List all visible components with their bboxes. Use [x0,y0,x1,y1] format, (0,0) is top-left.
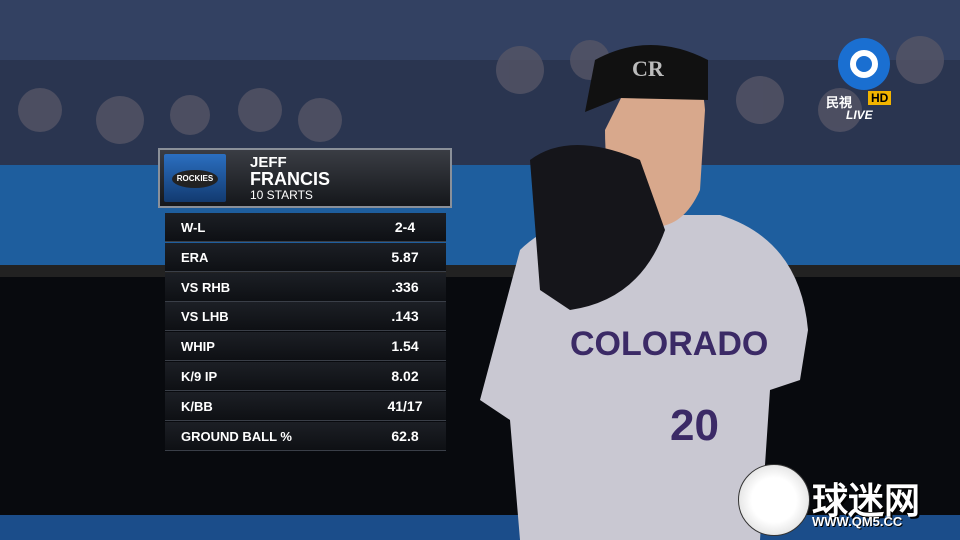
broadcaster-name: 民視 [826,95,853,110]
stat-row: K/BB 41/17 [165,391,446,421]
last-name: FRANCIS [250,169,330,189]
hd-badge: HD [868,91,892,105]
header-panel: ROCKIES JEFF FRANCIS 10 STARTS [158,148,452,208]
stat-value: 8.02 [391,368,419,384]
stat-row: WHIP 1.54 [165,332,446,362]
stat-row: VS RHB .336 [165,272,446,302]
stat-value: 5.87 [391,248,419,265]
stat-value: 2-4 [394,219,416,235]
watermark-ball [738,464,810,536]
broadcaster-logo [838,38,890,90]
stat-row: GROUND BALL % 62.8 [165,421,446,451]
jersey-number: 20 [670,401,719,450]
stat-value: 62.8 [391,427,419,444]
stat-label: VS RHB [181,279,231,295]
svg-text:CR: CR [632,56,665,81]
team-logo-text: ROCKIES [172,170,218,188]
stat-value: 41/17 [387,397,423,414]
watermark-name: 球迷网 [812,480,921,521]
stat-label: K/9 IP [181,369,218,384]
watermark-url: WWW.QM5.CC [812,514,903,529]
stat-value: .336 [391,278,419,295]
stat-label: VS LHB [181,309,229,325]
stat-label: W-L [181,220,206,235]
stat-label: ERA [181,249,209,265]
stat-label: GROUND BALL % [181,428,292,444]
stat-row: K/9 IP 8.02 [165,362,446,391]
stat-row: W-L 2-4 [165,213,446,242]
team-logo: ROCKIES [164,154,226,202]
first-name: JEFF [250,154,287,171]
stat-value: 1.54 [391,338,419,355]
live-badge: LIVE [846,108,873,122]
stat-row: VS LHB .143 [165,302,446,332]
subtitle: 10 STARTS [250,188,313,202]
stat-value: .143 [391,308,419,325]
jersey-text: COLORADO [570,325,768,363]
stat-label: WHIP [181,339,215,355]
stat-row: ERA 5.87 [165,242,446,272]
stat-label: K/BB [181,398,213,414]
